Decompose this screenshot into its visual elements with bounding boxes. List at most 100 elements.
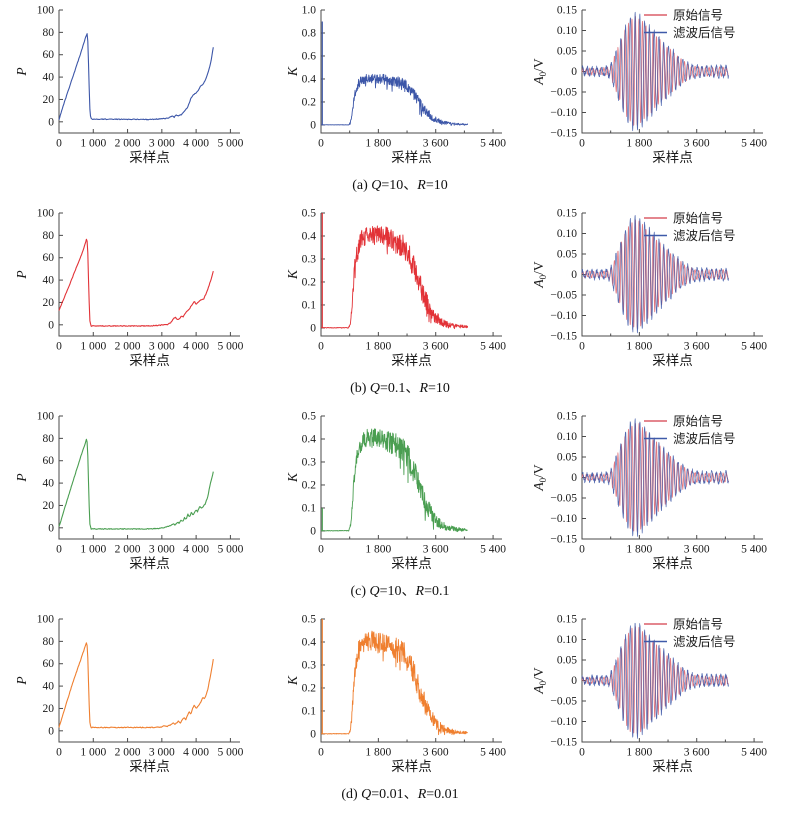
svg-text:100: 100 <box>37 411 55 423</box>
svg-text:60: 60 <box>43 252 55 264</box>
svg-text:0.3: 0.3 <box>302 253 317 265</box>
chart-p-a: 0 1 000 2 000 3 000 4 000 5 000 0 20 40 60 80 100 采样… <box>0 2 266 174</box>
figure-row-d: 0 1 000 2 000 3 000 4 000 5 000 0 20 40 60 80 100 采样… <box>0 611 800 814</box>
svg-text:−0.05: −0.05 <box>550 290 577 302</box>
chart-svg-c-1: 0 1 800 3 600 5 400 0 0.1 0.2 0.3 0.4 0.5 采样点 K <box>285 411 506 572</box>
chart-svg-b-2: 0 1 800 3 600 5 400 −0.15 −0.10 −0.05 0 0.05 0.10… <box>532 208 767 369</box>
svg-text:0.1: 0.1 <box>302 705 317 717</box>
svg-text:0: 0 <box>48 725 54 737</box>
svg-text:80: 80 <box>43 636 55 648</box>
svg-text:0: 0 <box>571 675 577 687</box>
svg-text:20: 20 <box>43 297 55 309</box>
svg-text:0.5: 0.5 <box>302 411 317 423</box>
chart-strip-d: 0 1 000 2 000 3 000 4 000 5 000 0 20 40 60 80 100 采样… <box>0 611 800 783</box>
svg-text:0.4: 0.4 <box>302 73 317 85</box>
svg-text:滤波后信号: 滤波后信号 <box>673 229 736 243</box>
svg-text:5 400: 5 400 <box>480 138 506 150</box>
svg-text:1 800: 1 800 <box>626 747 652 759</box>
chart-svg-a-0: 0 1 000 2 000 3 000 4 000 5 000 0 20 40 60 80 100 采样… <box>14 5 244 166</box>
svg-text:K: K <box>285 269 300 280</box>
svg-text:采样点: 采样点 <box>129 353 170 368</box>
svg-text:100: 100 <box>37 614 55 626</box>
svg-text:0.2: 0.2 <box>302 682 317 694</box>
svg-text:0.3: 0.3 <box>302 659 317 671</box>
chart-svg-d-2: 0 1 800 3 600 5 400 −0.15 −0.10 −0.05 0 0.05 0.10… <box>532 614 767 775</box>
svg-text:0.15: 0.15 <box>557 5 577 17</box>
svg-text:−0.05: −0.05 <box>550 493 577 505</box>
svg-text:4 000: 4 000 <box>183 544 209 556</box>
svg-text:0.4: 0.4 <box>302 433 317 445</box>
figure-row-b: 0 1 000 2 000 3 000 4 000 5 000 0 20 40 60 80 100 采样… <box>0 205 800 408</box>
svg-text:1 000: 1 000 <box>80 341 106 353</box>
svg-text:3 000: 3 000 <box>149 747 175 759</box>
caption-c: (c) Q=10、R=0.1 <box>350 584 450 599</box>
svg-text:5 400: 5 400 <box>480 341 506 353</box>
svg-text:−0.10: −0.10 <box>550 513 577 525</box>
svg-text:20: 20 <box>43 703 55 715</box>
chart-svg-d-0: 0 1 000 2 000 3 000 4 000 5 000 0 20 40 60 80 100 采样… <box>14 614 244 775</box>
svg-text:−0.15: −0.15 <box>550 331 577 343</box>
svg-text:0: 0 <box>48 522 54 534</box>
svg-text:0: 0 <box>56 544 62 556</box>
svg-text:0.5: 0.5 <box>302 208 317 220</box>
svg-text:P: P <box>14 67 29 76</box>
svg-text:60: 60 <box>43 49 55 61</box>
svg-text:80: 80 <box>43 230 55 242</box>
svg-text:采样点: 采样点 <box>391 556 432 571</box>
chart-signal-a: 0 1 800 3 600 5 400 −0.15 −0.10 −0.05 0 0.05 0.10… <box>532 2 798 174</box>
chart-svg-c-0: 0 1 000 2 000 3 000 4 000 5 000 0 20 40 60 80 100 采样… <box>14 411 244 572</box>
svg-text:0.2: 0.2 <box>302 479 317 491</box>
svg-text:0.1: 0.1 <box>302 299 317 311</box>
svg-text:5 400: 5 400 <box>741 544 767 556</box>
svg-text:P: P <box>14 473 29 482</box>
svg-text:1 000: 1 000 <box>80 138 106 150</box>
svg-text:1 000: 1 000 <box>80 747 106 759</box>
svg-text:40: 40 <box>43 275 55 287</box>
svg-text:0: 0 <box>56 138 62 150</box>
svg-text:0.2: 0.2 <box>302 276 317 288</box>
svg-text:A0/V: A0/V <box>532 58 548 86</box>
chart-p-c: 0 1 000 2 000 3 000 4 000 5 000 0 20 40 60 80 100 采样… <box>0 408 266 580</box>
svg-text:采样点: 采样点 <box>129 759 170 774</box>
svg-text:0.3: 0.3 <box>302 456 317 468</box>
svg-text:0: 0 <box>579 544 585 556</box>
svg-text:20: 20 <box>43 94 55 106</box>
svg-text:采样点: 采样点 <box>652 556 693 571</box>
svg-text:2 000: 2 000 <box>115 341 141 353</box>
svg-text:40: 40 <box>43 72 55 84</box>
svg-text:0.10: 0.10 <box>557 228 577 240</box>
svg-text:0.05: 0.05 <box>557 655 577 667</box>
svg-text:1 800: 1 800 <box>365 138 391 150</box>
svg-text:采样点: 采样点 <box>391 759 432 774</box>
svg-text:2 000: 2 000 <box>115 138 141 150</box>
svg-text:采样点: 采样点 <box>391 353 432 368</box>
svg-text:0: 0 <box>571 269 577 281</box>
svg-text:0: 0 <box>310 525 316 537</box>
svg-text:5 400: 5 400 <box>741 138 767 150</box>
svg-text:滤波后信号: 滤波后信号 <box>673 635 736 649</box>
svg-text:0: 0 <box>56 341 62 353</box>
svg-text:0: 0 <box>318 138 324 150</box>
svg-text:80: 80 <box>43 433 55 445</box>
svg-text:0: 0 <box>310 322 316 334</box>
chart-k-a: 0 1 800 3 600 5 400 0 0.2 0.4 0.6 0.8 1.0 采样点 K <box>266 2 532 174</box>
svg-text:0: 0 <box>48 116 54 128</box>
chart-p-d: 0 1 000 2 000 3 000 4 000 5 000 0 20 40 60 80 100 采样… <box>0 611 266 783</box>
svg-text:5 000: 5 000 <box>217 138 243 150</box>
figure-row-a: 0 1 000 2 000 3 000 4 000 5 000 0 20 40 60 80 100 采样… <box>0 2 800 205</box>
chart-signal-b: 0 1 800 3 600 5 400 −0.15 −0.10 −0.05 0 0.05 0.10… <box>532 205 798 377</box>
svg-text:原始信号: 原始信号 <box>673 415 723 429</box>
svg-text:3 000: 3 000 <box>149 341 175 353</box>
svg-text:−0.15: −0.15 <box>550 737 577 749</box>
svg-text:0: 0 <box>318 544 324 556</box>
svg-text:1 800: 1 800 <box>626 544 652 556</box>
svg-text:0: 0 <box>579 138 585 150</box>
svg-text:−0.15: −0.15 <box>550 534 577 546</box>
svg-text:采样点: 采样点 <box>652 150 693 165</box>
svg-text:0.10: 0.10 <box>557 634 577 646</box>
caption-a: (a) Q=10、R=10 <box>352 178 448 193</box>
caption-d: (d) Q=0.01、R=0.01 <box>341 787 459 802</box>
svg-text:100: 100 <box>37 5 55 17</box>
svg-text:−0.05: −0.05 <box>550 87 577 99</box>
